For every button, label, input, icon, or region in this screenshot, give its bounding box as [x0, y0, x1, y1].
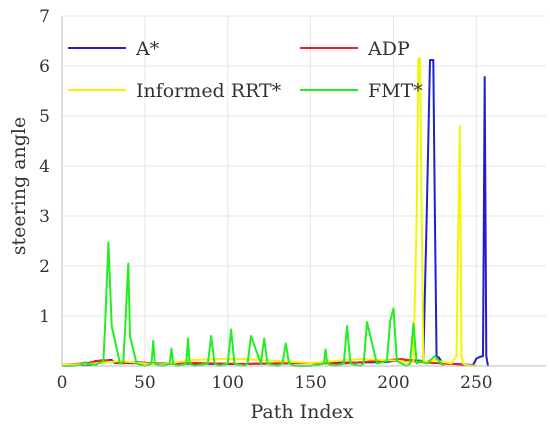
y-tick-label: 1: [39, 307, 50, 327]
grid: [61, 15, 546, 366]
series-lines: [61, 57, 489, 367]
y-tick-label: 5: [39, 107, 50, 127]
x-tick-label: 150: [294, 373, 326, 393]
x-tick-label: 200: [377, 373, 409, 393]
y-tick-label: 2: [39, 257, 50, 277]
legend-label: Informed RRT*: [136, 80, 282, 102]
y-tick-label: 4: [39, 157, 50, 177]
legend-label: ADP: [367, 38, 410, 60]
legend-label: FMT*: [368, 80, 423, 102]
axes: [61, 16, 546, 367]
y-tick-label: 3: [39, 207, 50, 227]
legend-label: A*: [135, 38, 160, 60]
series-line: [62, 241, 444, 367]
x-tick-label: 250: [460, 373, 492, 393]
y-tick-label: 7: [39, 7, 50, 27]
x-tick-label: 0: [57, 373, 68, 393]
y-tick-label: 6: [39, 57, 50, 77]
y-axis-title: steering angle: [8, 117, 30, 256]
x-axis-title: Path Index: [250, 401, 353, 423]
legend: A* ADP Informed RRT* FMT*: [68, 38, 423, 102]
tick-labels: 0 50 100 150 200 250 1 2 3 4 5 6 7: [39, 7, 492, 393]
series-line: [61, 57, 477, 367]
x-tick-label: 50: [134, 373, 156, 393]
x-tick-label: 100: [212, 373, 244, 393]
